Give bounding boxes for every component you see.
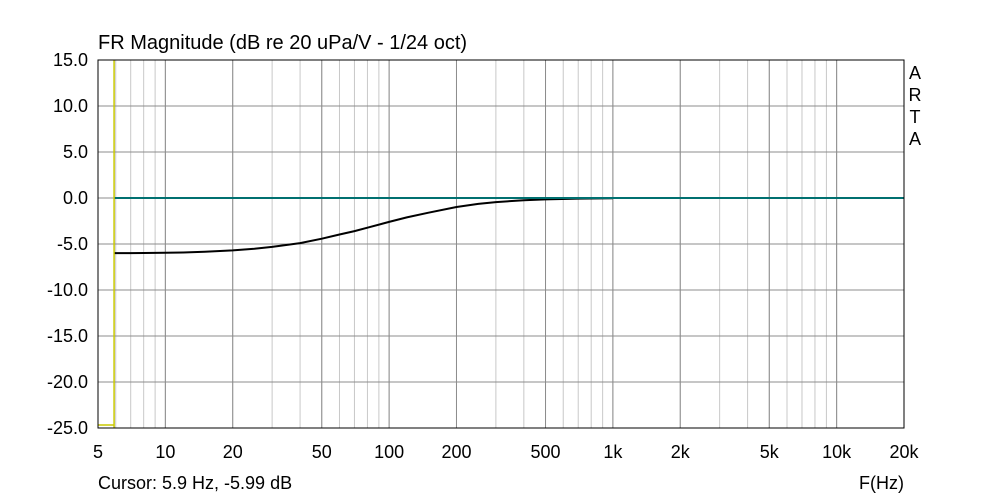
x-tick-label: 2k (671, 442, 691, 462)
x-tick-label: 20k (889, 442, 919, 462)
watermark-letter: A (909, 129, 921, 149)
watermark-letter: T (910, 107, 921, 127)
x-tick-label: 500 (530, 442, 560, 462)
plot-frame (97, 59, 905, 429)
x-tick-label: 10k (822, 442, 852, 462)
y-tick-label: -25.0 (47, 418, 88, 438)
response-curve (114, 197, 613, 255)
cursor-layer (98, 60, 115, 428)
x-tick-label: 5k (760, 442, 780, 462)
y-tick-labels: 15.0 10.0 5.0 0.0 -5.0 -10.0 -15.0 -20.0 -25.0 (47, 50, 88, 438)
x-axis-label: F(Hz) (859, 473, 904, 493)
cursor-readout: Cursor: 5.9 Hz, -5.99 dB (98, 473, 292, 493)
x-tick-label: 100 (374, 442, 404, 462)
series-layer (114, 197, 904, 255)
y-tick-label: -10.0 (47, 280, 88, 300)
chart-title: FR Magnitude (dB re 20 uPa/V - 1/24 oct) (98, 32, 467, 54)
y-tick-label: -5.0 (57, 234, 88, 254)
x-tick-label: 5 (93, 442, 103, 462)
x-tick-label: 50 (312, 442, 332, 462)
major-grid (98, 60, 904, 428)
x-tick-labels: 5 10 20 50 100 200 500 1k 2k 5k 10k 20k (93, 442, 920, 462)
watermark-letter: A (909, 63, 921, 83)
watermark-letter: R (909, 85, 922, 105)
y-tick-label: 15.0 (53, 50, 88, 70)
y-tick-label: 5.0 (63, 142, 88, 162)
y-tick-label: 0.0 (63, 188, 88, 208)
x-tick-label: 1k (603, 442, 623, 462)
y-tick-label: -20.0 (47, 372, 88, 392)
x-tick-label: 20 (223, 442, 243, 462)
y-tick-label: 10.0 (53, 96, 88, 116)
x-tick-label: 10 (155, 442, 175, 462)
y-tick-label: -15.0 (47, 326, 88, 346)
x-tick-label: 200 (441, 442, 471, 462)
